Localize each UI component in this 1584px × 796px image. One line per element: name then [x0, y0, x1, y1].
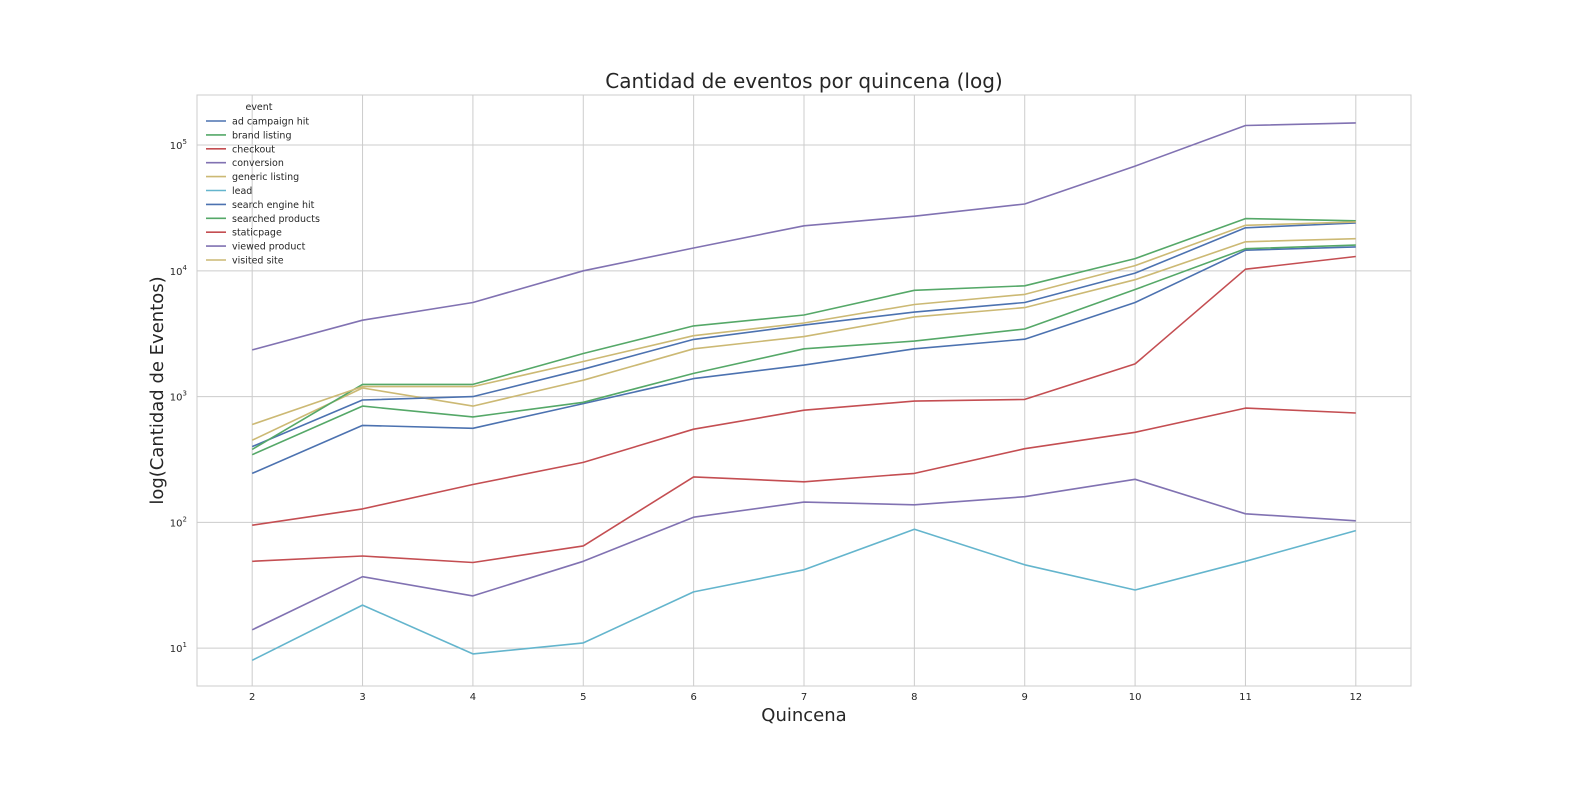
series-line-generic-listing — [251, 237, 1356, 441]
legend-item-label: ad campaign hit — [232, 117, 309, 128]
y-tick-label: 103 — [170, 390, 187, 404]
x-tick-label: 6 — [690, 692, 696, 703]
legend-item-label: visited site — [232, 256, 284, 267]
legend-item-label: brand listing — [232, 130, 291, 141]
grid — [197, 95, 1411, 686]
x-tick-label: 4 — [470, 692, 476, 703]
x-axis-label: Quincena — [761, 705, 846, 726]
legend-item-label: lead — [232, 186, 252, 197]
legend-title: event — [245, 102, 272, 113]
y-tick-base: 10 — [170, 141, 183, 152]
legend-item-label: searched products — [232, 214, 320, 225]
plot-frame — [196, 94, 1412, 687]
y-tick-base: 10 — [170, 644, 183, 655]
y-axis-label: log(Cantidad de Eventos) — [147, 276, 168, 504]
series-line-viewed-product — [251, 122, 1356, 351]
x-tick-label: 3 — [359, 692, 365, 703]
x-tick-label: 11 — [1239, 692, 1252, 703]
y-tick-base: 10 — [170, 267, 183, 278]
series-line-lead — [251, 528, 1357, 662]
series-line-searched-products — [251, 217, 1356, 451]
y-tick-exponent: 4 — [183, 264, 188, 272]
series-line-search-engine-hit — [251, 222, 1356, 448]
series-line-visited-site — [251, 221, 1356, 426]
legend-item-label: generic listing — [232, 172, 299, 183]
chart-title: Cantidad de eventos por quincena (log) — [605, 69, 1002, 93]
series-line-ad-campaign-hit — [251, 246, 1356, 475]
series-line-brand-listing — [251, 244, 1356, 456]
series-line-staticpage — [252, 255, 1356, 526]
x-tick-label: 2 — [249, 692, 255, 703]
x-tick-label: 5 — [580, 692, 586, 703]
series-line-conversion — [251, 478, 1356, 631]
y-tick-exponent: 1 — [183, 641, 187, 649]
x-tick-label: 8 — [911, 692, 917, 703]
series-line-checkout — [252, 407, 1356, 564]
y-tick-label: 101 — [170, 641, 187, 655]
x-tick-label: 7 — [801, 692, 807, 703]
legend-item-label: viewed product — [232, 242, 306, 253]
y-tick-label: 104 — [170, 264, 188, 278]
y-tick-base: 10 — [170, 393, 183, 404]
y-tick-label: 105 — [170, 138, 187, 152]
legend-item-label: conversion — [232, 158, 284, 169]
y-tick-label: 102 — [170, 515, 187, 529]
legend-item-label: staticpage — [232, 228, 282, 239]
y-tick-exponent: 5 — [183, 138, 187, 146]
y-tick-exponent: 3 — [183, 390, 187, 398]
legend-item-label: checkout — [232, 144, 275, 155]
x-tick-label: 9 — [1022, 692, 1028, 703]
x-tick-label: 10 — [1129, 692, 1142, 703]
y-tick-exponent: 2 — [183, 515, 187, 523]
series-lines — [251, 122, 1357, 662]
x-tick-label: 12 — [1349, 692, 1362, 703]
legend: event ad campaign hit brand listing checko… — [206, 102, 320, 267]
y-tick-base: 10 — [170, 518, 183, 529]
legend-item-label: search engine hit — [232, 200, 315, 211]
